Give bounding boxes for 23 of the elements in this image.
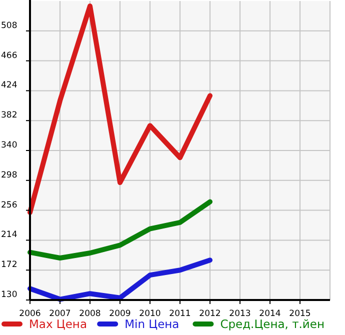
x-tick-label: 2015 [289,309,311,319]
x-tick-label: 2010 [139,309,161,319]
legend-label: Max Цена [29,317,87,331]
x-tick-label: 2014 [259,309,281,319]
y-tick-label: 340 [1,140,18,150]
legend-label: Сред.Цена, т.йен [220,317,325,331]
y-tick-label: 298 [1,170,18,180]
x-tick-label: 2006 [19,309,41,319]
y-tick-label: 130 [1,290,18,300]
y-tick-label: 214 [1,230,18,240]
y-tick-label: 424 [1,80,18,91]
y-tick-label: 466 [1,50,18,61]
x-tick-label: 2007 [49,309,71,319]
y-tick-label: 172 [1,260,18,270]
x-tick-label: 2011 [169,309,191,319]
y-tick-label: 508 [1,20,18,31]
x-tick-label: 2008 [79,309,101,319]
x-tick-label: 2013 [229,309,251,319]
x-tick-label: 2012 [199,309,221,319]
y-tick-label: 256 [1,200,18,210]
legend-label: Min Цена [124,317,180,331]
y-tick-label: 382 [1,110,18,121]
x-tick-label: 2009 [109,309,131,319]
